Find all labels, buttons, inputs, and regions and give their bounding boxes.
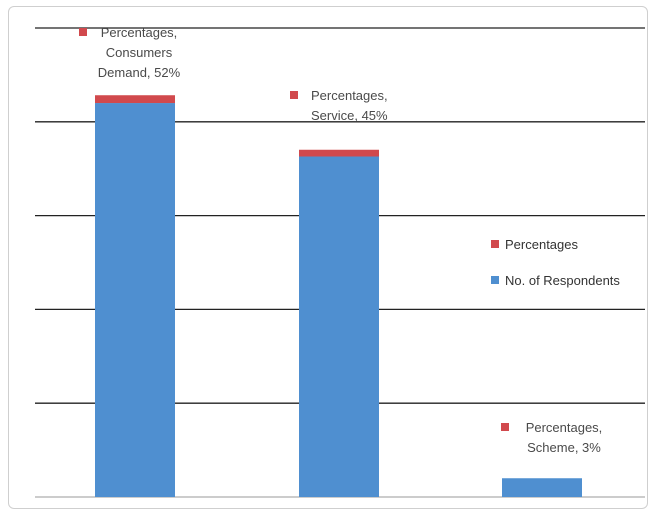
data-label-0-line-1: Consumers: [106, 45, 173, 60]
data-label-marker-1: [290, 91, 298, 99]
bars: [95, 95, 582, 498]
data-label-2-line-1: Scheme, 3%: [527, 440, 601, 455]
data-label-2-line-0: Percentages,: [526, 420, 603, 435]
bar-respondents-2: [502, 478, 582, 497]
data-label-1-line-0: Percentages,: [311, 88, 388, 103]
data-label-1-line-1: Service, 45%: [311, 108, 388, 123]
data-label-marker-2: [501, 423, 509, 431]
data-labels: Percentages, Consumers Demand, 52% Percenta…: [79, 25, 602, 455]
data-label-0-line-2: Demand, 52%: [98, 65, 181, 80]
data-label-marker-0: [79, 28, 87, 36]
legend-label-1: No. of Respondents: [505, 273, 620, 288]
legend-swatch-1: [491, 276, 499, 284]
bar-respondents-1: [299, 156, 379, 498]
data-label-0-line-0: Percentages,: [101, 25, 178, 40]
bar-percentages-1: [299, 149, 379, 157]
legend: Percentages No. of Respondents: [491, 237, 620, 288]
bar-percentages-0: [95, 95, 175, 104]
legend-label-0: Percentages: [505, 237, 578, 252]
bar-respondents-0: [95, 103, 175, 497]
legend-swatch-0: [491, 240, 499, 248]
